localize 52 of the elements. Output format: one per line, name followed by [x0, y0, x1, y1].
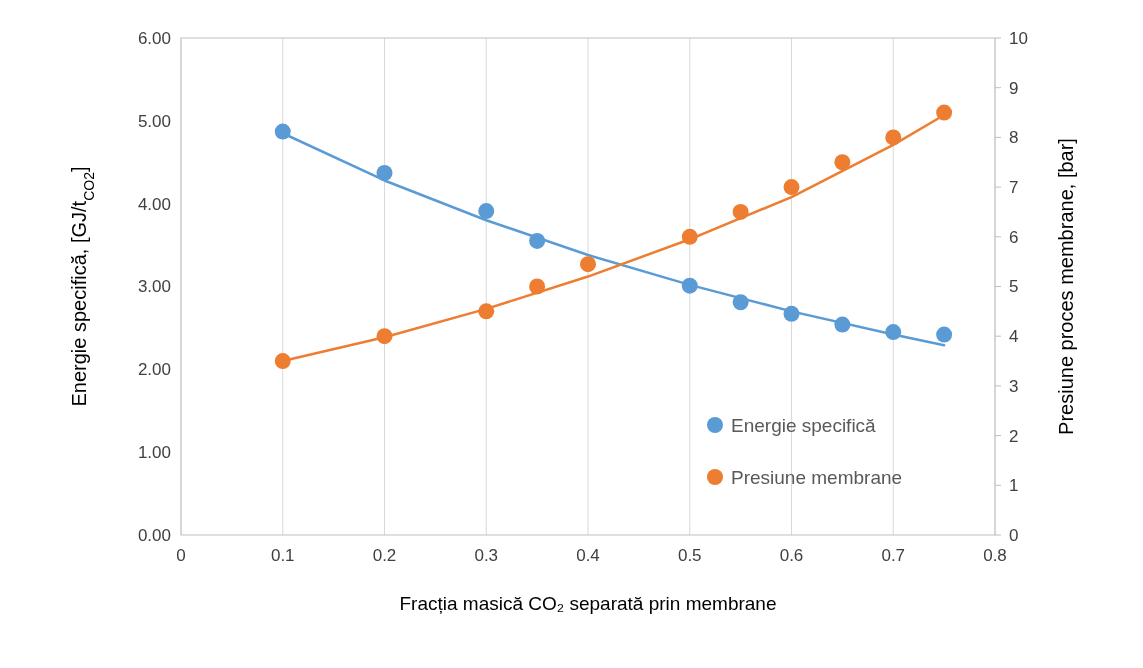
y-tick-label: 0.00: [137, 525, 171, 545]
y-tick-label: 1.00: [137, 443, 171, 463]
y2-tick-label: 5: [1009, 277, 1019, 297]
point: [681, 228, 698, 245]
point: [732, 294, 749, 311]
point: [376, 328, 393, 345]
y2-tick-label: 3: [1009, 376, 1019, 396]
x-axis-title: Fracția masică CO₂ separată prin membrane: [399, 593, 777, 614]
x-tick-label: 0.7: [881, 546, 906, 565]
y2-tick-label: 2: [1009, 426, 1019, 446]
point: [732, 203, 749, 220]
point: [936, 104, 953, 121]
point: [681, 277, 698, 294]
y2-axis-title: Presiune proces membrane, [bar]: [1055, 138, 1077, 435]
point: [376, 165, 393, 182]
y-tick-label: 3.00: [137, 277, 171, 297]
point: [936, 326, 953, 343]
y2-tick-label: 7: [1009, 178, 1019, 198]
y-tick-label: 6.00: [137, 28, 171, 48]
legend-label: Energie specifică: [731, 414, 877, 436]
point: [274, 123, 291, 140]
point: [834, 154, 851, 171]
x-tick-label: 0.1: [270, 546, 295, 565]
legend-label: Presiune membrane: [731, 466, 903, 488]
y2-tick-label: 8: [1009, 128, 1019, 148]
point: [885, 324, 902, 341]
point: [529, 232, 546, 249]
point: [478, 203, 495, 220]
point: [834, 316, 851, 333]
x-tick-label: 0.6: [779, 546, 804, 565]
point: [529, 278, 546, 295]
x-tick-label: 0.4: [576, 546, 600, 565]
y2-tick-label: 6: [1009, 227, 1019, 247]
x-tick-label: 0.8: [983, 546, 1007, 565]
x-tick-label: 0.3: [474, 546, 499, 565]
y-tick-label: 5.00: [137, 111, 171, 131]
y2-tick-label: 9: [1009, 78, 1019, 98]
point: [274, 353, 291, 370]
y2-tick-label: 4: [1009, 327, 1019, 347]
y2-tick-label: 10: [1009, 28, 1028, 48]
point: [885, 129, 902, 146]
y-tick-label: 2.00: [137, 360, 171, 380]
x-tick-label: 0.5: [677, 546, 702, 565]
y2-tick-label: 0: [1009, 525, 1019, 545]
x-tick-label: 0.2: [372, 546, 397, 565]
x-tick-label: 0: [176, 546, 186, 565]
point: [478, 303, 495, 320]
point: [580, 256, 596, 273]
point: [783, 305, 800, 322]
point: [783, 179, 800, 196]
y-tick-label: 4.00: [137, 194, 171, 214]
y2-tick-label: 1: [1009, 476, 1019, 496]
